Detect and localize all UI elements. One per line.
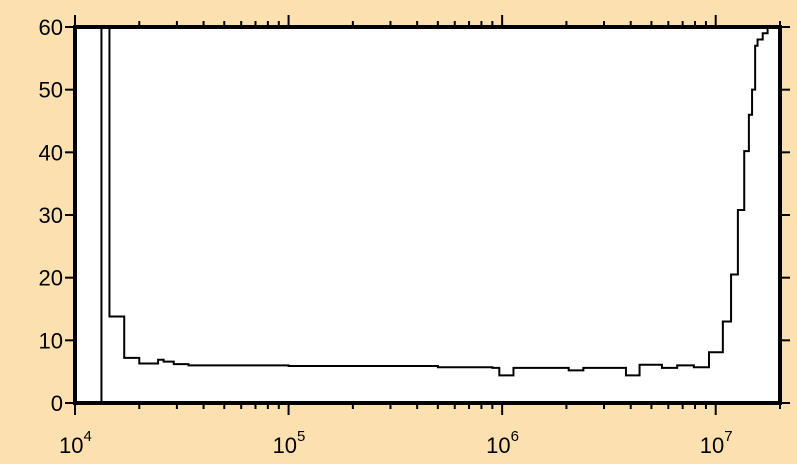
y-tick-label: 10 — [39, 328, 63, 353]
y-tick-label: 20 — [39, 266, 63, 291]
x-tick-label: 104 — [59, 428, 92, 458]
y-tick-label: 60 — [39, 15, 63, 40]
y-tick-label: 40 — [39, 140, 63, 165]
y-tick-label: 0 — [51, 391, 63, 416]
y-tick-label: 30 — [39, 203, 63, 228]
x-tick-label: 107 — [700, 428, 733, 458]
plot-area — [75, 27, 780, 403]
x-tick-label: 105 — [273, 428, 306, 458]
x-tick-label: 106 — [486, 428, 519, 458]
y-tick-label: 50 — [39, 78, 63, 103]
series-line-0 — [106, 26, 769, 377]
